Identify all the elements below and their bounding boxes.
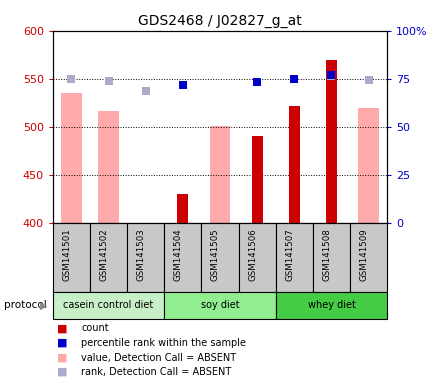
Bar bbox=[164, 223, 202, 292]
Bar bbox=[53, 292, 164, 319]
Point bbox=[253, 79, 260, 85]
Text: GSM141502: GSM141502 bbox=[99, 228, 109, 281]
Point bbox=[68, 76, 75, 82]
Text: GSM141505: GSM141505 bbox=[211, 228, 220, 281]
Bar bbox=[350, 223, 387, 292]
Title: GDS2468 / J02827_g_at: GDS2468 / J02827_g_at bbox=[138, 14, 302, 28]
Bar bbox=[359, 109, 379, 223]
Point bbox=[105, 78, 112, 84]
Text: GSM141509: GSM141509 bbox=[359, 228, 369, 281]
Bar bbox=[276, 292, 387, 319]
Text: ■: ■ bbox=[57, 323, 68, 333]
Text: GSM141504: GSM141504 bbox=[174, 228, 183, 281]
Bar bbox=[210, 126, 230, 223]
Text: ▶: ▶ bbox=[40, 300, 47, 310]
Bar bbox=[252, 136, 263, 223]
Text: rank, Detection Call = ABSENT: rank, Detection Call = ABSENT bbox=[81, 367, 231, 377]
Point bbox=[180, 82, 187, 88]
Text: value, Detection Call = ABSENT: value, Detection Call = ABSENT bbox=[81, 353, 237, 362]
Bar bbox=[177, 194, 188, 223]
Point bbox=[328, 73, 335, 79]
Bar bbox=[276, 223, 313, 292]
Bar bbox=[313, 223, 350, 292]
Bar bbox=[127, 223, 164, 292]
Point bbox=[328, 72, 335, 78]
Bar bbox=[238, 223, 276, 292]
Text: GSM141507: GSM141507 bbox=[285, 228, 294, 281]
Text: GSM141503: GSM141503 bbox=[137, 228, 146, 281]
Text: percentile rank within the sample: percentile rank within the sample bbox=[81, 338, 246, 348]
Text: GSM141501: GSM141501 bbox=[62, 228, 71, 281]
Bar bbox=[61, 93, 81, 223]
Text: GSM141508: GSM141508 bbox=[323, 228, 331, 281]
Text: ■: ■ bbox=[57, 353, 68, 362]
Bar bbox=[202, 223, 238, 292]
Text: GSM141506: GSM141506 bbox=[248, 228, 257, 281]
Text: soy diet: soy diet bbox=[201, 300, 239, 310]
Text: casein control diet: casein control diet bbox=[63, 300, 154, 310]
Bar bbox=[53, 223, 90, 292]
Bar bbox=[98, 111, 119, 223]
Text: ■: ■ bbox=[57, 338, 68, 348]
Bar bbox=[164, 292, 276, 319]
Bar bbox=[289, 106, 300, 223]
Point bbox=[291, 76, 298, 82]
Text: ■: ■ bbox=[57, 367, 68, 377]
Bar bbox=[90, 223, 127, 292]
Point bbox=[365, 76, 372, 83]
Point bbox=[142, 88, 149, 94]
Text: whey diet: whey diet bbox=[308, 300, 356, 310]
Text: count: count bbox=[81, 323, 109, 333]
Text: protocol: protocol bbox=[4, 300, 47, 310]
Bar bbox=[326, 60, 337, 223]
